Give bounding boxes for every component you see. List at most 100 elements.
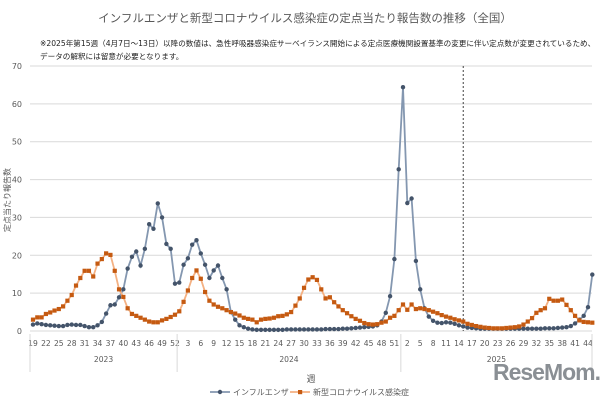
data-point <box>233 311 238 316</box>
data-point <box>155 320 160 325</box>
data-point <box>349 314 354 319</box>
legend-item: 新型コロナウイルス感染症 <box>290 387 409 397</box>
data-point <box>327 326 333 332</box>
data-point <box>452 321 457 327</box>
data-point <box>383 319 388 324</box>
data-point <box>439 320 444 326</box>
data-point <box>452 317 457 322</box>
data-point <box>314 277 320 282</box>
x-tick-label: 31 <box>80 339 90 348</box>
chart-note-line-1: ※2025年第15週（4月7日～13日）以降の数値は、急性呼吸器感染症サーベイラ… <box>40 39 596 48</box>
data-point <box>241 325 247 330</box>
data-point <box>443 320 449 325</box>
data-point <box>547 326 552 331</box>
data-point <box>310 327 315 332</box>
data-point <box>323 296 328 301</box>
data-point <box>207 298 212 303</box>
legend-label: 新型コロナウイルス感染症 <box>313 387 409 397</box>
legend-label: インフルエンザ <box>233 388 289 397</box>
data-point <box>499 326 505 331</box>
year-label: 2025 <box>487 355 506 364</box>
x-tick-label: 12 <box>222 339 232 348</box>
data-point <box>340 308 345 313</box>
series-covid19 <box>30 251 595 331</box>
data-point <box>435 320 440 325</box>
x-tick-label: 39 <box>338 339 348 348</box>
data-point <box>211 268 216 273</box>
data-point <box>134 313 139 318</box>
x-tick-label: 28 <box>67 339 77 348</box>
data-point <box>39 315 44 320</box>
series-influenza <box>30 85 595 333</box>
data-point <box>35 315 40 320</box>
x-tick-label: 24 <box>273 339 283 348</box>
data-point <box>426 308 431 313</box>
data-point <box>215 304 221 309</box>
y-tick-label: 10 <box>12 289 22 298</box>
x-tick-label: 8 <box>431 339 436 348</box>
data-point <box>181 262 186 267</box>
data-point <box>387 293 393 299</box>
data-point <box>116 287 122 292</box>
data-point <box>43 311 49 317</box>
x-tick-label: 48 <box>377 339 387 348</box>
data-point <box>585 320 591 325</box>
data-point <box>430 318 436 323</box>
data-point <box>233 317 238 322</box>
data-point <box>400 85 406 90</box>
data-point <box>581 319 586 325</box>
data-point <box>211 302 216 307</box>
data-point <box>392 313 397 318</box>
data-point <box>344 326 350 331</box>
data-point <box>224 308 229 313</box>
data-point <box>521 326 526 331</box>
x-tick-label: 11 <box>441 339 451 348</box>
data-point <box>151 226 156 231</box>
data-point <box>572 313 578 318</box>
data-point <box>48 310 53 315</box>
data-point <box>104 251 109 256</box>
data-point <box>534 326 539 331</box>
data-point <box>301 285 307 290</box>
data-point <box>245 326 251 331</box>
data-point <box>413 306 419 312</box>
data-point <box>172 312 178 317</box>
legend-item: インフルエンザ <box>210 388 289 397</box>
data-point <box>112 302 117 307</box>
data-point <box>297 327 302 332</box>
y-tick-label: 50 <box>12 138 22 147</box>
data-point <box>542 306 548 311</box>
data-point <box>542 326 548 331</box>
data-point <box>177 280 182 285</box>
data-point <box>551 326 556 331</box>
data-point <box>362 325 367 330</box>
data-point <box>568 323 573 329</box>
year-label: 2024 <box>279 355 298 364</box>
data-point <box>521 322 526 327</box>
x-tick-label: 45 <box>364 339 374 348</box>
data-point <box>73 322 79 328</box>
x-tick-label: 2 <box>405 339 410 348</box>
data-point <box>52 308 57 313</box>
data-point <box>478 324 483 329</box>
data-point <box>379 320 384 325</box>
data-point <box>293 303 298 308</box>
data-point <box>91 325 96 330</box>
x-tick-label: 20 <box>480 339 490 348</box>
data-point <box>159 318 165 323</box>
data-point <box>585 304 591 310</box>
data-point <box>306 327 311 332</box>
data-point <box>134 249 139 254</box>
data-point <box>99 256 104 262</box>
data-point <box>297 296 302 301</box>
data-point <box>168 314 173 320</box>
data-point <box>486 325 492 331</box>
data-point <box>590 272 595 277</box>
y-axis-label: 定点当たり報告数 <box>2 168 12 232</box>
data-point <box>413 258 419 264</box>
data-point <box>202 262 208 267</box>
x-tick-label: 46 <box>144 339 154 348</box>
data-point <box>529 316 535 321</box>
data-point <box>224 287 229 292</box>
data-point <box>172 281 178 286</box>
